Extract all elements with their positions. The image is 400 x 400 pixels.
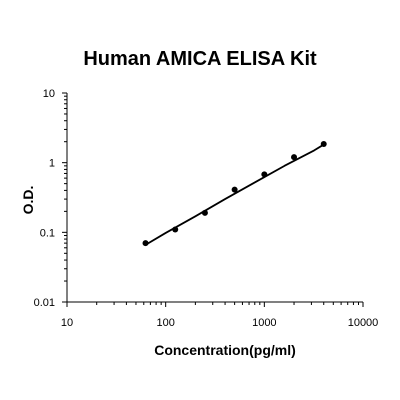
- x-tick-label: 10000: [348, 317, 379, 329]
- y-tick-label: 10: [43, 88, 55, 100]
- x-tick-label: 1000: [252, 317, 276, 329]
- y-tick-label: 0.01: [34, 297, 55, 309]
- y-axis-ticks: 0.01 0.1 1 10: [34, 88, 67, 309]
- fit-curve-line: [145, 143, 325, 246]
- x-tick-label: 10: [61, 317, 73, 329]
- data-point: [231, 186, 238, 193]
- x-axis-label: Concentration(pg/ml): [154, 342, 296, 358]
- y-axis-label: O.D.: [20, 185, 36, 215]
- y-tick-label: 0.1: [40, 227, 55, 239]
- fit-curve-layer: [145, 143, 325, 246]
- data-point: [201, 209, 208, 216]
- data-point: [261, 171, 268, 178]
- y-tick-label: 1: [49, 158, 55, 170]
- chart-title: Human AMICA ELISA Kit: [83, 48, 317, 70]
- data-point: [172, 226, 179, 233]
- data-point: [320, 141, 327, 148]
- data-points-layer: [142, 141, 327, 247]
- data-point: [142, 240, 149, 247]
- data-point: [291, 154, 298, 161]
- axes: [66, 93, 363, 303]
- x-axis-ticks: 10 100 1000 10000: [61, 302, 378, 329]
- x-tick-label: 100: [156, 317, 174, 329]
